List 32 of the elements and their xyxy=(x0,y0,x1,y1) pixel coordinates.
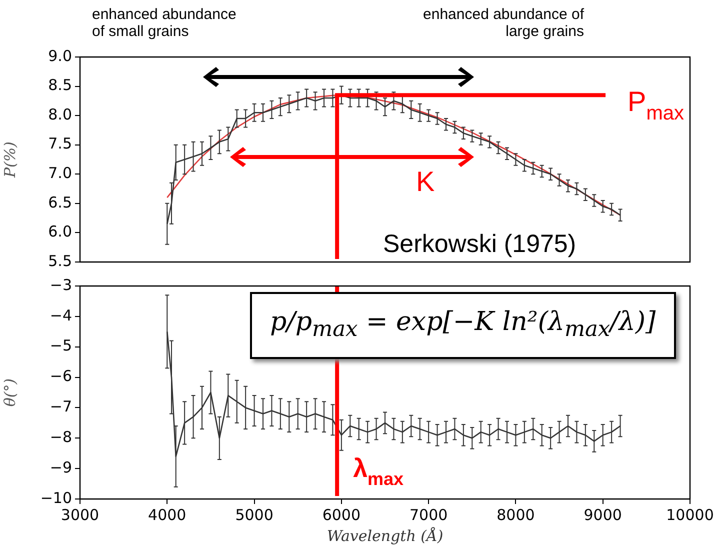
y-tick-label: −9 xyxy=(50,458,72,476)
y-tick-label: −3 xyxy=(50,276,72,294)
x-tick-label: 7000 xyxy=(409,506,448,524)
y-tick-label: −10 xyxy=(40,488,72,507)
y-tick-label: 8.0 xyxy=(48,105,72,124)
y-tick-label: −6 xyxy=(50,367,72,386)
x-tick-label: 3000 xyxy=(60,506,100,524)
annotation: Serkowski (1975) xyxy=(383,230,576,259)
y-tick-label: −4 xyxy=(50,306,72,324)
x-tick-label: 5000 xyxy=(235,506,274,524)
y-tick-label: 7.0 xyxy=(48,164,72,182)
y-axis-title: θ(°) xyxy=(0,378,19,407)
y-tick-label: 7.5 xyxy=(48,134,72,153)
x-tick-label: 10000 xyxy=(666,506,714,524)
y-tick-label: −7 xyxy=(50,398,72,416)
annotation: K xyxy=(416,166,435,198)
y-tick-label: 6.0 xyxy=(48,222,72,241)
y-axis-title: P(%) xyxy=(0,141,19,179)
x-tick-label: 8000 xyxy=(496,506,535,524)
x-tick-label: 6000 xyxy=(322,506,361,524)
y-tick-label: 8.5 xyxy=(48,76,72,94)
y-tick-label: −5 xyxy=(50,336,72,355)
y-tick-label: 9.0 xyxy=(48,46,72,65)
y-tick-label: 5.5 xyxy=(48,252,72,270)
x-tick-label: 9000 xyxy=(584,506,622,524)
text: enhanced abundance of large grains xyxy=(422,6,584,40)
text: enhanced abundance of small grains xyxy=(92,6,238,40)
x-axis-title: Wavelength (Å) xyxy=(326,526,444,545)
annotation: p/p$_{max}$ = exp[−K ln²(λ$_{max}$/λ)] xyxy=(250,292,676,360)
x-tick-label: 4000 xyxy=(148,506,186,524)
y-tick-label: −8 xyxy=(50,428,72,446)
y-tick-label: 6.5 xyxy=(48,193,72,212)
